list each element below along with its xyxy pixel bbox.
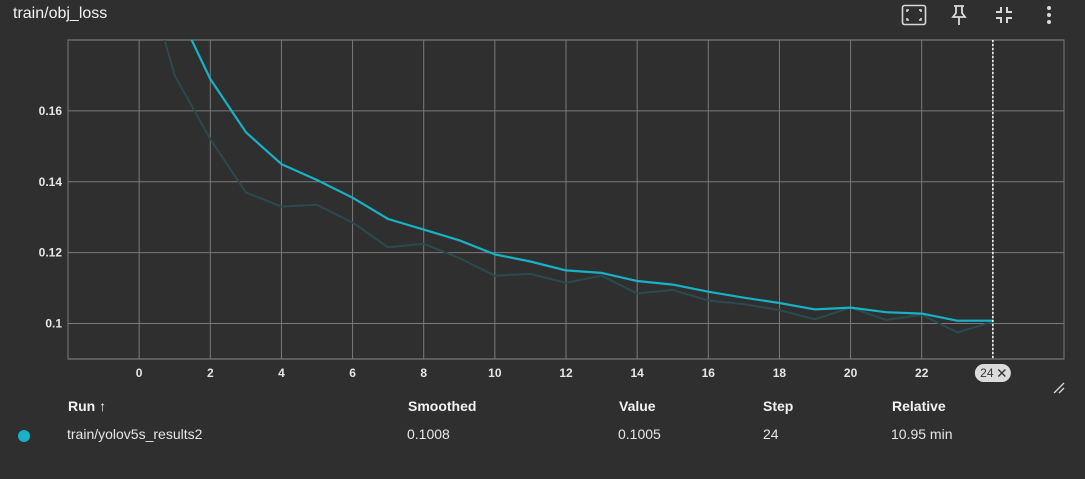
column-header-run[interactable]: Run ↑ bbox=[68, 398, 107, 414]
fit-to-screen-icon bbox=[901, 4, 926, 26]
resize-handle-icon[interactable] bbox=[1053, 382, 1065, 394]
card-toolbar bbox=[891, 2, 1071, 28]
hover-step-label: 24 bbox=[980, 366, 994, 380]
collapse-icon bbox=[995, 7, 1012, 23]
step-value: 24 bbox=[763, 426, 779, 442]
x-tick-label: 22 bbox=[915, 366, 929, 380]
pin-button[interactable] bbox=[936, 2, 981, 28]
raw-value: 0.1005 bbox=[618, 426, 661, 442]
run-name: train/yolov5s_results2 bbox=[67, 426, 203, 442]
card-title: train/obj_loss bbox=[13, 5, 108, 22]
x-tick-label: 16 bbox=[702, 366, 716, 380]
chart-grid bbox=[67, 39, 1065, 360]
y-tick-label: 0.14 bbox=[39, 175, 63, 189]
x-tick-label: 18 bbox=[773, 366, 787, 380]
y-tick-label: 0.1 bbox=[45, 317, 62, 331]
x-tick-label: 14 bbox=[630, 366, 644, 380]
x-tick-label: 12 bbox=[559, 366, 573, 380]
column-header-step[interactable]: Step bbox=[763, 398, 794, 414]
x-tick-label: 4 bbox=[278, 366, 285, 380]
x-tick-label: 2 bbox=[207, 366, 214, 380]
x-tick-label: 0 bbox=[136, 366, 143, 380]
relative-time: 10.95 min bbox=[891, 426, 953, 442]
column-header-relative[interactable]: Relative bbox=[892, 398, 946, 414]
more-vert-icon bbox=[1046, 6, 1051, 24]
close-icon[interactable] bbox=[997, 369, 1006, 377]
chart-ticks: 0 2 4 6 8 10 12 14 16 18 20 22 0.1 0.12 0.14 0.16 bbox=[39, 104, 929, 380]
x-tick-label: 20 bbox=[844, 366, 858, 380]
y-tick-label: 0.12 bbox=[39, 246, 63, 260]
collapse-button[interactable] bbox=[981, 2, 1026, 28]
run-color-swatch bbox=[18, 430, 30, 442]
smoothed-series-line bbox=[190, 40, 993, 322]
column-header-value[interactable]: Value bbox=[619, 398, 656, 414]
pin-icon bbox=[950, 5, 967, 25]
fit-domain-button[interactable] bbox=[891, 2, 936, 28]
smoothed-value: 0.1008 bbox=[407, 426, 450, 442]
chart-series bbox=[163, 40, 994, 334]
x-tick-label: 10 bbox=[488, 366, 502, 380]
chart-hover: 24 bbox=[974, 40, 1011, 382]
x-tick-label: 8 bbox=[420, 366, 427, 380]
hover-step-chip[interactable]: 24 bbox=[974, 364, 1011, 382]
y-tick-label: 0.16 bbox=[39, 104, 63, 118]
column-header-smoothed[interactable]: Smoothed bbox=[408, 398, 477, 414]
more-menu-button[interactable] bbox=[1026, 2, 1071, 28]
x-tick-label: 6 bbox=[349, 366, 356, 380]
line-chart[interactable]: 0 2 4 6 8 10 12 14 16 18 20 220.10.120.140.16 24 bbox=[0, 34, 1085, 390]
